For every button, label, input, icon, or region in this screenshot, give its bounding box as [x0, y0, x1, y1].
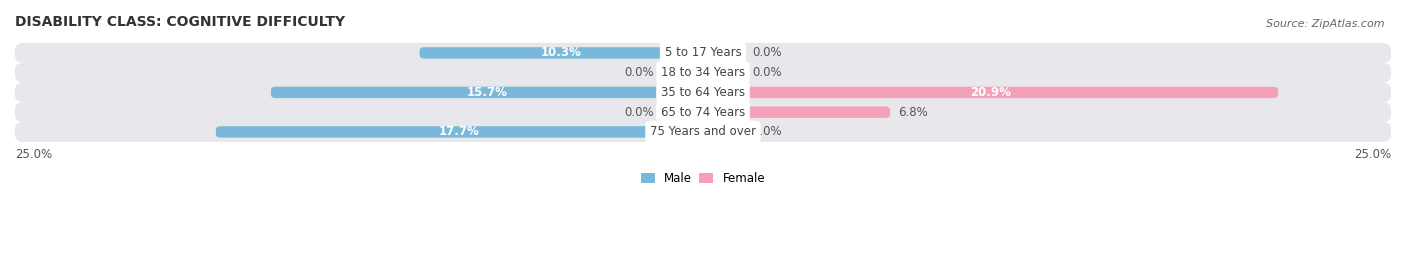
Text: 17.7%: 17.7% [439, 125, 479, 139]
FancyBboxPatch shape [217, 126, 703, 138]
Text: 0.0%: 0.0% [624, 106, 654, 119]
FancyBboxPatch shape [15, 63, 1391, 83]
Text: 25.0%: 25.0% [1354, 148, 1391, 161]
FancyBboxPatch shape [15, 122, 1391, 142]
Legend: Male, Female: Male, Female [636, 167, 770, 190]
Text: 0.0%: 0.0% [752, 125, 782, 139]
FancyBboxPatch shape [662, 107, 703, 118]
FancyBboxPatch shape [662, 67, 703, 78]
FancyBboxPatch shape [703, 67, 744, 78]
Text: 35 to 64 Years: 35 to 64 Years [661, 86, 745, 99]
FancyBboxPatch shape [703, 47, 744, 59]
Text: Source: ZipAtlas.com: Source: ZipAtlas.com [1267, 19, 1385, 29]
FancyBboxPatch shape [15, 82, 1391, 102]
Text: 18 to 34 Years: 18 to 34 Years [661, 66, 745, 79]
FancyBboxPatch shape [703, 126, 744, 138]
Text: 10.3%: 10.3% [541, 47, 582, 59]
FancyBboxPatch shape [419, 47, 703, 59]
Text: 0.0%: 0.0% [752, 66, 782, 79]
Text: DISABILITY CLASS: COGNITIVE DIFFICULTY: DISABILITY CLASS: COGNITIVE DIFFICULTY [15, 15, 344, 29]
Text: 0.0%: 0.0% [624, 66, 654, 79]
FancyBboxPatch shape [15, 102, 1391, 122]
Text: 0.0%: 0.0% [752, 47, 782, 59]
Text: 5 to 17 Years: 5 to 17 Years [665, 47, 741, 59]
FancyBboxPatch shape [703, 107, 890, 118]
Text: 65 to 74 Years: 65 to 74 Years [661, 106, 745, 119]
Text: 15.7%: 15.7% [467, 86, 508, 99]
FancyBboxPatch shape [15, 43, 1391, 63]
FancyBboxPatch shape [703, 87, 1278, 98]
Text: 75 Years and over: 75 Years and over [650, 125, 756, 139]
Text: 20.9%: 20.9% [970, 86, 1011, 99]
FancyBboxPatch shape [271, 87, 703, 98]
Text: 6.8%: 6.8% [898, 106, 928, 119]
Text: 25.0%: 25.0% [15, 148, 52, 161]
